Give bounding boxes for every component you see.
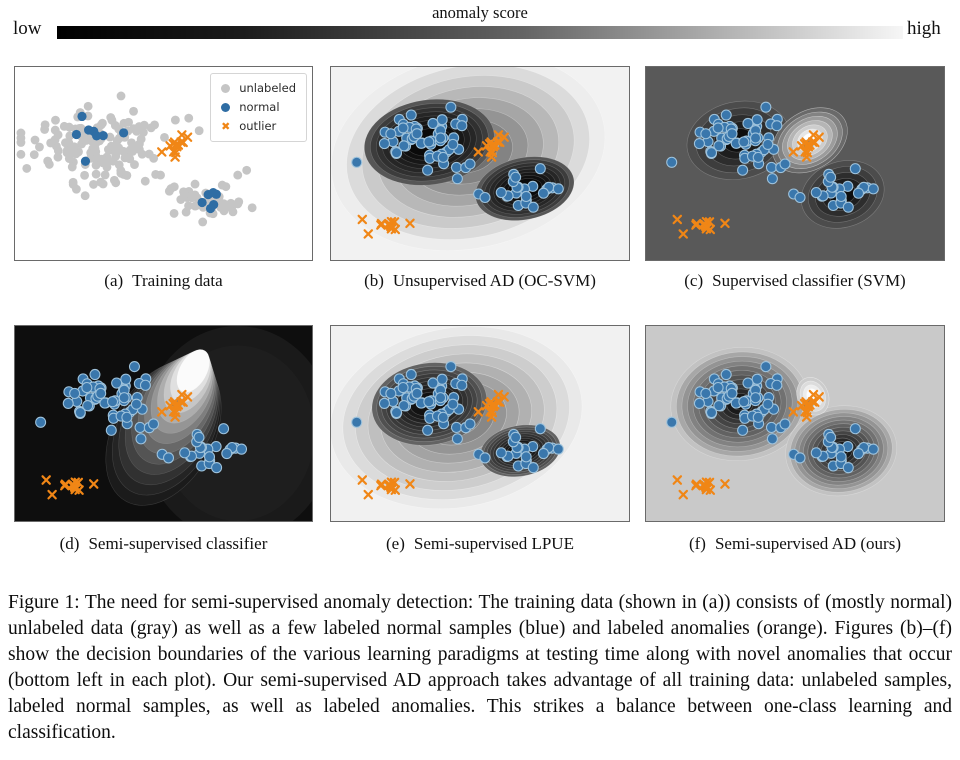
legend-item-unlabeled: unlabeled <box>219 79 296 98</box>
panel-c-svm <box>645 66 945 261</box>
legend-label: unlabeled <box>239 81 296 95</box>
subcaption-f: (f) Semi-supervised AD (ours) <box>688 534 901 553</box>
plot-legend: unlabeled normal ✖ outlier <box>210 73 307 142</box>
contour-plot-f <box>646 326 944 521</box>
legend-label: normal <box>239 100 280 114</box>
legend-label: outlier <box>239 119 277 133</box>
panel-d-semisupervised-classifier <box>14 325 313 522</box>
panel-a-training-data: unlabeled normal ✖ outlier <box>14 66 313 261</box>
contour-plot-c <box>646 67 944 260</box>
colorbar-title: anomaly score <box>432 3 528 22</box>
legend-item-outlier: ✖ outlier <box>219 117 296 136</box>
subcaption-a: (a) Training data <box>104 271 223 290</box>
panel-f-semisupervised-ad <box>645 325 945 522</box>
figure-caption: Figure 1: The need for semi-supervised a… <box>8 592 952 743</box>
colorbar-gradient <box>57 26 903 39</box>
colorbar-high-label: high <box>907 18 941 39</box>
contour-plot-e <box>331 326 629 521</box>
panel-b-ocsvm <box>330 66 630 261</box>
contour-plot-b <box>331 67 629 260</box>
panel-e-lpue <box>330 325 630 522</box>
subcaption-e: (e) Semi-supervised LPUE <box>386 534 574 553</box>
subcaption-d: (d) Semi-supervised classifier <box>59 534 268 553</box>
outlier-x-icon: ✖ <box>221 120 231 133</box>
subcaption-c: (c) Supervised classifier (SVM) <box>684 271 906 290</box>
subcaption-b: (b) Unsupervised AD (OC-SVM) <box>364 271 596 290</box>
normal-dot-icon <box>221 103 231 112</box>
contour-plot-d <box>15 326 312 521</box>
legend-item-normal: normal <box>219 98 296 117</box>
colorbar-low-label: low <box>13 18 42 39</box>
unlabeled-dot-icon <box>221 84 231 93</box>
